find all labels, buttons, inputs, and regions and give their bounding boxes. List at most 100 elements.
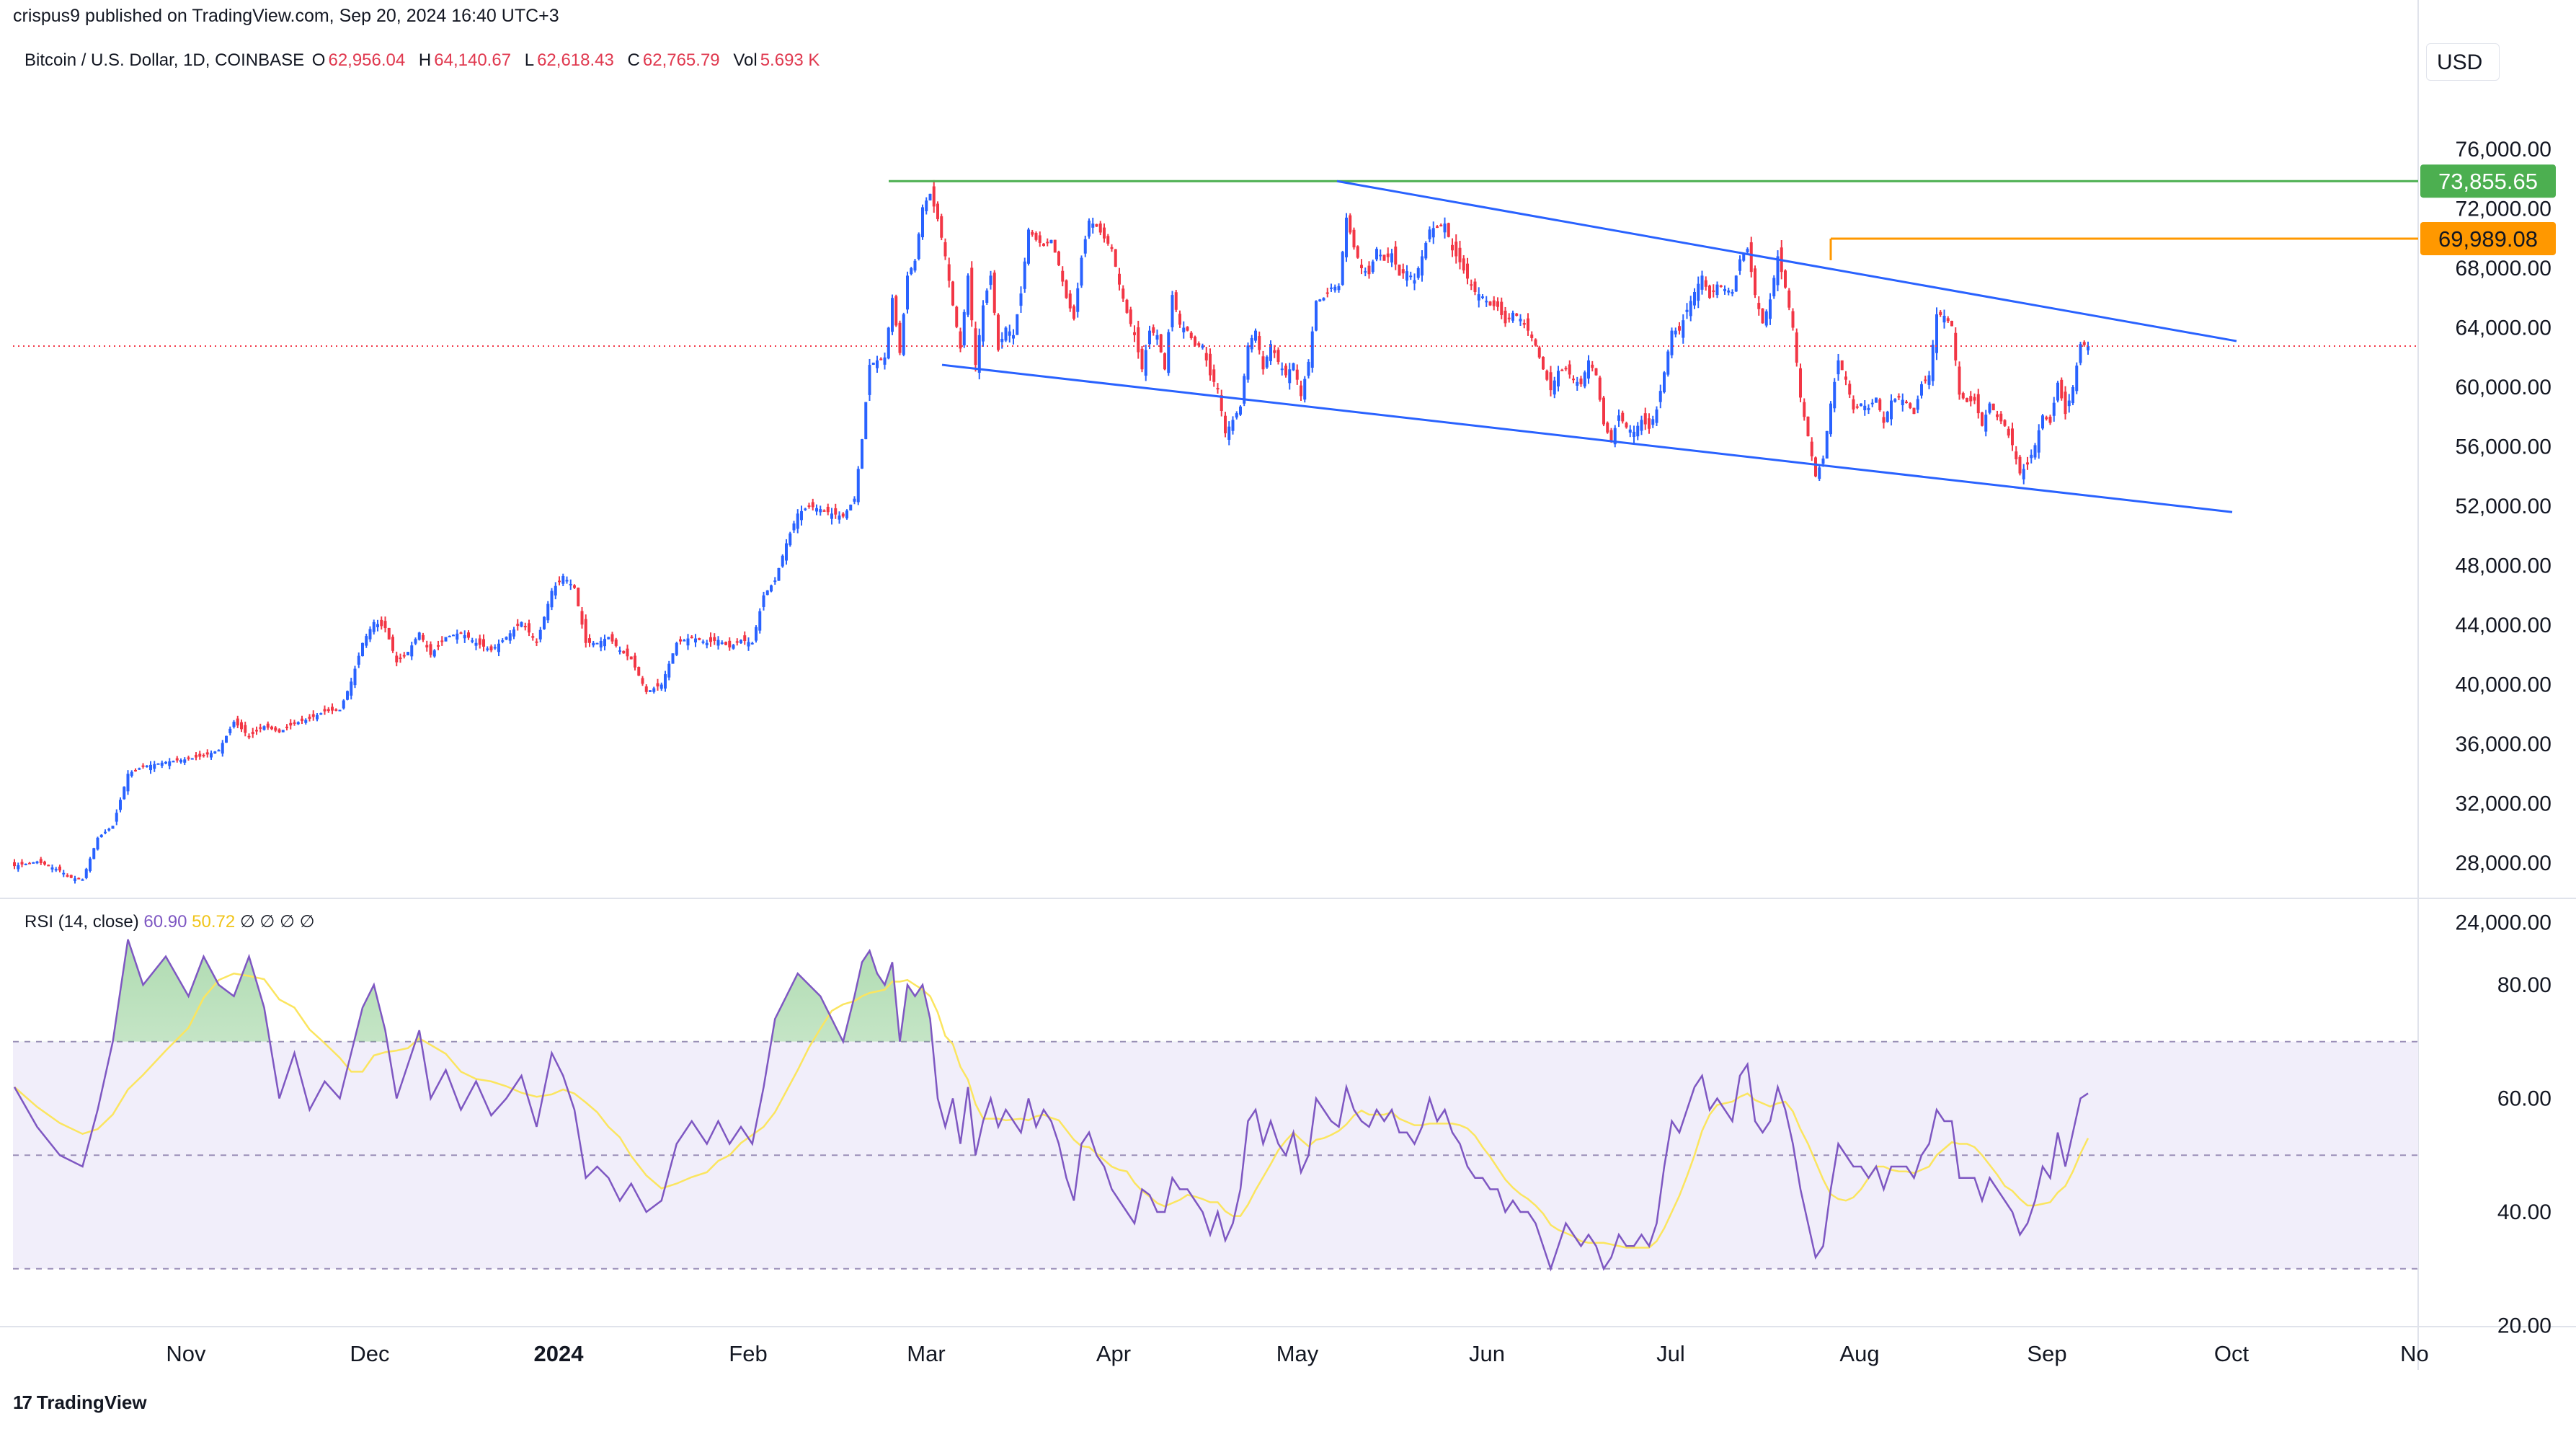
candle-body	[1867, 407, 1870, 410]
time-axis-label: Apr	[1096, 1341, 1131, 1366]
candle-body	[698, 638, 701, 640]
price-axis-label: 72,000.00	[2456, 198, 2551, 221]
candle-body	[1685, 309, 1689, 312]
candle-body	[804, 508, 807, 510]
candle-body	[1927, 375, 1931, 385]
candle-body	[906, 275, 909, 310]
candle-body	[1458, 247, 1462, 262]
candle-body	[1095, 224, 1098, 227]
candle-body	[1583, 372, 1586, 386]
tradingview-brand: 17 TradingView	[13, 1392, 147, 1414]
candle-body	[1076, 288, 1080, 312]
resistance-price-tag	[2420, 164, 2556, 198]
low-value: 62,618.43	[537, 50, 614, 70]
candle-body	[395, 655, 399, 663]
candle-body	[1125, 299, 1129, 313]
candle-body	[467, 632, 470, 638]
candle-body	[2003, 420, 2007, 426]
candle-body	[1527, 318, 1529, 331]
price-axis-label: 28,000.00	[2456, 851, 2551, 875]
candle-body	[1144, 350, 1147, 376]
candle-body	[190, 758, 194, 760]
candle-body	[138, 768, 141, 770]
candle-body	[1178, 314, 1181, 325]
candle-body	[1723, 288, 1726, 291]
candle-body	[644, 686, 648, 692]
candle-body	[588, 638, 591, 643]
candle-body	[773, 580, 777, 583]
candle-body	[785, 543, 788, 561]
close-label: C	[627, 50, 640, 70]
candle-body	[1012, 335, 1015, 339]
candle-body	[175, 758, 179, 761]
candle-body	[811, 502, 814, 508]
candle-body	[1814, 457, 1817, 477]
candle-body	[1704, 280, 1707, 287]
candle-body	[1504, 310, 1507, 324]
candle-body	[1553, 380, 1556, 395]
candle-body	[997, 314, 1000, 350]
candle-body	[1852, 399, 1855, 410]
candle-body	[149, 764, 152, 771]
candle-body	[84, 869, 88, 878]
candle-body	[523, 626, 527, 628]
candle-body	[350, 681, 353, 696]
candle-body	[1284, 366, 1287, 376]
candle-body	[701, 641, 705, 643]
candle-body	[868, 365, 871, 395]
candle-body	[902, 314, 905, 355]
candle-body	[141, 765, 145, 767]
candle-body	[838, 516, 841, 520]
candle-body	[1996, 414, 1999, 417]
candle-body	[361, 642, 364, 657]
candle-body	[1394, 246, 1398, 265]
candle-body	[1572, 379, 1575, 381]
candle-body	[1273, 350, 1276, 353]
candle-body	[1882, 417, 1886, 423]
candle-body	[1133, 332, 1136, 335]
candle-body	[289, 722, 293, 726]
candle-body	[1984, 415, 1988, 432]
currency-selector[interactable]: USD	[2426, 43, 2500, 81]
candle-body	[1870, 402, 1874, 404]
resistance-price-label: 73,855.65	[2438, 169, 2538, 194]
candle-body	[1182, 327, 1186, 332]
candle-body	[1091, 224, 1095, 228]
candle-body	[898, 322, 902, 353]
candle-body	[1189, 332, 1193, 338]
candle-body	[1209, 353, 1212, 376]
candle-body	[134, 769, 137, 771]
candle-body	[762, 595, 765, 607]
candle-body	[1409, 275, 1413, 278]
close-value: 62,765.79	[642, 50, 720, 70]
candle-body	[1194, 337, 1196, 346]
candle-body	[259, 727, 262, 729]
candle-body	[391, 637, 394, 651]
candle-body	[1398, 265, 1401, 276]
candle-body	[376, 624, 379, 627]
candle-body	[1337, 286, 1341, 291]
candle-body	[1424, 242, 1428, 259]
rsi-legend: RSI (14, close) 60.90 50.72 ∅ ∅ ∅ ∅	[25, 911, 315, 932]
candle-body	[1976, 394, 1980, 414]
candle-body	[1046, 242, 1049, 244]
candle-body	[160, 762, 164, 766]
candle-body	[1935, 314, 1938, 353]
candle-body	[849, 504, 853, 510]
candle-body	[1950, 320, 1953, 327]
candle-body	[819, 509, 822, 513]
candle-body	[1462, 258, 1465, 271]
candle-body	[1401, 269, 1405, 274]
candle-body	[69, 875, 73, 878]
candle-body	[1784, 270, 1787, 288]
candle-body	[1924, 379, 1927, 381]
candle-body	[614, 640, 618, 646]
candle-body	[1375, 249, 1378, 260]
candle-body	[1325, 292, 1329, 294]
candle-body	[740, 640, 742, 644]
candle-body	[172, 761, 175, 763]
candle-body	[1946, 318, 1950, 322]
candle-body	[577, 588, 580, 606]
candle-body	[505, 637, 508, 640]
high-label: H	[418, 50, 432, 70]
